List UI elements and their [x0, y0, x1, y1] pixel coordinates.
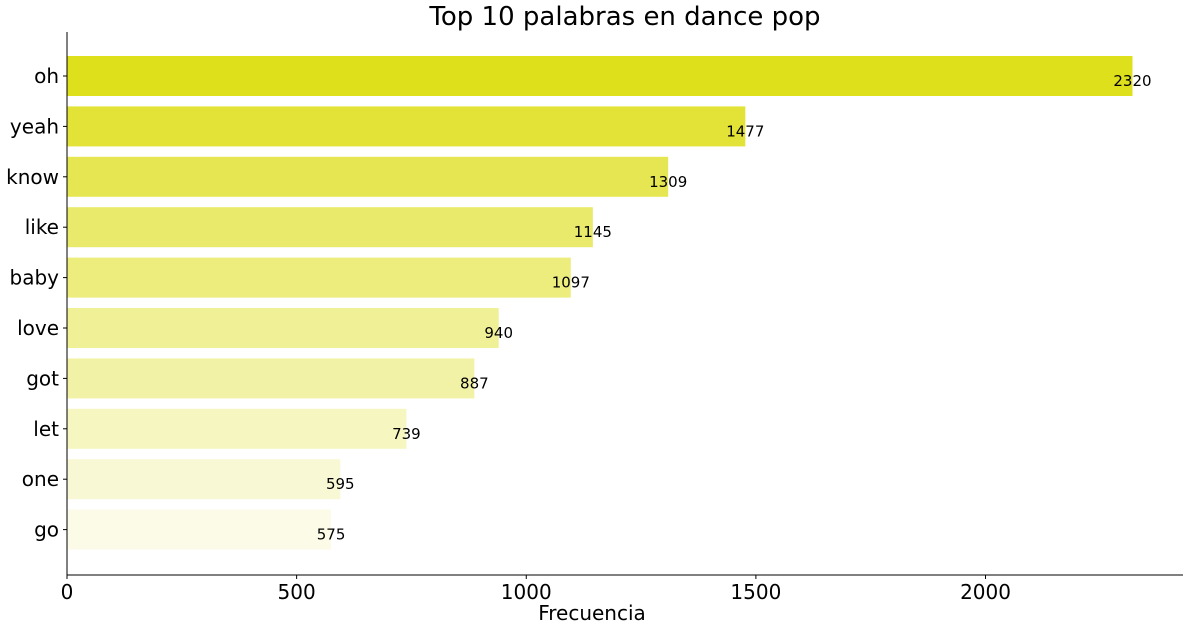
data-labels-group: 2320 1477 1309 1145 1097 940 887 739 595 575 [317, 72, 1152, 544]
category-label-love: love [17, 316, 59, 340]
x-ticks-group: 0 500 1000 1500 2000 [61, 575, 1011, 604]
bar-yeah [67, 106, 746, 147]
category-label-got: got [26, 366, 59, 390]
x-tick-label-500: 500 [278, 580, 316, 604]
data-label-got: 887 [460, 374, 489, 392]
bar-baby [67, 257, 571, 298]
data-label-oh: 2320 [1113, 72, 1151, 90]
category-label-oh: oh [34, 64, 59, 88]
bar-let [67, 408, 407, 449]
x-tick-label-1500: 1500 [730, 580, 781, 604]
category-label-yeah: yeah [10, 114, 59, 138]
bar-go [67, 509, 332, 550]
x-tick-label-0: 0 [61, 580, 74, 604]
category-label-let: let [33, 417, 59, 441]
bar-love [67, 308, 499, 348]
category-label-baby: baby [10, 266, 60, 290]
category-label-like: like [25, 215, 59, 239]
bar-oh [67, 56, 1133, 96]
bars-group [67, 56, 1133, 550]
data-label-love: 940 [484, 324, 513, 342]
category-label-go: go [34, 518, 59, 542]
data-label-yeah: 1477 [726, 122, 764, 140]
bar-got [67, 358, 475, 399]
category-label-know: know [6, 165, 59, 189]
x-tick-label-1000: 1000 [501, 580, 552, 604]
category-label-one: one [22, 467, 59, 491]
bar-know [67, 156, 669, 197]
data-label-baby: 1097 [552, 274, 590, 292]
data-label-let: 739 [392, 425, 421, 443]
x-tick-label-2000: 2000 [960, 580, 1011, 604]
category-labels-group: oh yeah know like baby love got let one go [6, 64, 67, 542]
data-label-know: 1309 [649, 173, 687, 191]
chart-title: Top 10 palabras en dance pop [429, 2, 821, 32]
bar-one [67, 459, 341, 500]
bar-like [67, 207, 593, 248]
data-label-go: 575 [317, 526, 346, 544]
x-axis-title: Frecuencia [538, 601, 646, 625]
data-label-one: 595 [326, 475, 355, 493]
data-label-like: 1145 [574, 223, 612, 241]
